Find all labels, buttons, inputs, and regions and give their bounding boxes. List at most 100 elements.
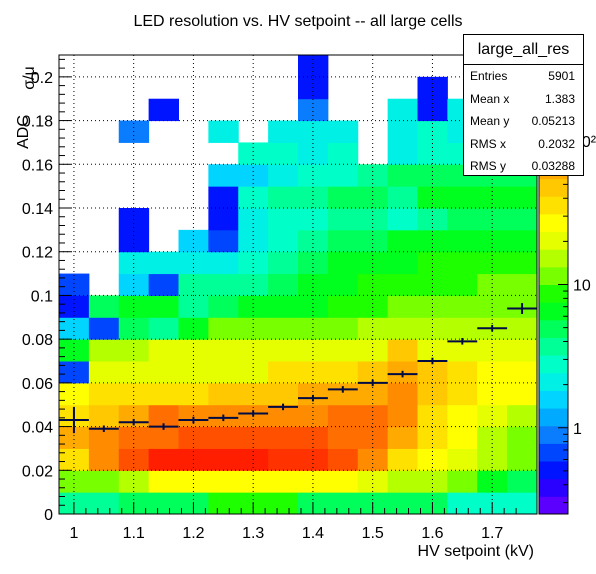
heatmap-cell — [387, 251, 418, 275]
heatmap-cell — [268, 186, 299, 209]
chart-title: LED resolution vs. HV setpoint -- all la… — [133, 13, 462, 30]
stats-row: RMS y 0.03288 — [464, 155, 583, 178]
y-tick-label: 0.06 — [22, 376, 53, 393]
y-tick-label: 0.08 — [22, 332, 53, 349]
heatmap-cell — [327, 339, 359, 362]
heatmap-cell — [268, 164, 299, 187]
heatmap-cell — [387, 98, 418, 122]
heatmap-cell — [298, 186, 329, 209]
heatmap-cell — [238, 273, 269, 296]
y-tick-label: 0.14 — [22, 201, 53, 218]
heatmap-cell — [507, 470, 538, 493]
heatmap-cell — [387, 295, 418, 318]
heatmap-cell — [327, 142, 359, 165]
heatmap-cell — [477, 251, 508, 275]
heatmap-cell — [59, 470, 90, 493]
plot-frame — [58, 54, 538, 515]
stats-row: Entries 5901 — [464, 65, 583, 88]
colorbar-segment — [539, 496, 568, 515]
heatmap-cell — [477, 339, 508, 362]
heatmap-cell — [387, 339, 418, 362]
heatmap-cell — [268, 339, 299, 362]
stats-value: 1.383 — [544, 91, 575, 106]
heatmap-cell — [148, 448, 179, 471]
colorbar-segment — [539, 178, 568, 197]
heatmap-cell — [148, 317, 179, 340]
heatmap-cell — [298, 317, 329, 340]
heatmap-cell — [357, 317, 389, 340]
heatmap-cell — [417, 295, 448, 318]
heatmap-cell — [298, 295, 329, 318]
heatmap-cell — [148, 426, 179, 449]
heatmap-cell — [387, 186, 418, 209]
heatmap-cell — [507, 404, 538, 428]
heatmap-cell — [417, 273, 448, 296]
heatmap-cell — [298, 229, 329, 253]
heatmap-cell — [327, 317, 359, 340]
x-tick-label: 1 — [69, 525, 78, 542]
heatmap-cell — [327, 273, 359, 296]
heatmap-cell — [59, 339, 90, 362]
heatmap-cell — [268, 492, 299, 515]
heatmap-cell — [148, 98, 179, 122]
stats-name: large_all_res — [464, 35, 583, 65]
heatmap-cell — [298, 273, 329, 296]
x-tick-label: 1.1 — [123, 525, 145, 542]
heatmap-cell — [268, 273, 299, 296]
heatmap-cell — [208, 120, 239, 143]
colorbar-segment — [539, 461, 568, 480]
heatmap-cell — [327, 295, 359, 318]
y-tick-label: 0.18 — [22, 114, 53, 131]
heatmap-cell — [238, 382, 269, 406]
heatmap-cell — [268, 470, 299, 493]
colorbar-tick-label: 1 — [573, 421, 582, 438]
heatmap-cell — [88, 295, 120, 318]
heatmap-cell — [268, 404, 299, 428]
heatmap-cell — [447, 382, 478, 406]
heatmap-cell — [88, 317, 120, 340]
heatmap-cell — [507, 361, 538, 384]
heatmap-cell — [208, 426, 239, 449]
heatmap-cell — [298, 382, 329, 406]
heatmap-cell — [447, 426, 478, 449]
stats-row: Mean y 0.05213 — [464, 110, 583, 133]
heatmap-cell — [178, 361, 209, 384]
x-tick-label: 1.3 — [242, 525, 264, 542]
heatmap-cell — [507, 448, 538, 471]
heatmap-cell — [327, 186, 359, 209]
heatmap-cell — [477, 382, 508, 406]
heatmap-cell — [477, 186, 508, 209]
colorbar-segment — [539, 284, 568, 303]
heatmap-cell — [238, 229, 269, 253]
y-tick-label: 0.12 — [22, 245, 53, 262]
heatmap-cell — [357, 251, 389, 275]
heatmap-cell — [148, 492, 179, 515]
heatmap-cell — [417, 142, 448, 165]
heatmap-cell — [238, 470, 269, 493]
heatmap-cell — [208, 448, 239, 471]
heatmap-cell — [59, 426, 90, 449]
x-tick-label: 1.7 — [481, 525, 503, 542]
x-tick-label: 1.6 — [421, 525, 443, 542]
heatmap-cell — [59, 361, 90, 384]
heatmap-cell — [507, 273, 538, 296]
colorbar-segment — [539, 337, 568, 356]
heatmap-cell — [327, 251, 359, 275]
heatmap-cell — [447, 470, 478, 493]
heatmap-cell — [477, 361, 508, 384]
heatmap-cell — [88, 492, 120, 515]
stats-label: RMS y — [470, 159, 506, 173]
heatmap-cell — [208, 295, 239, 318]
heatmap-cell — [178, 426, 209, 449]
heatmap-cell — [387, 142, 418, 165]
heatmap-cell — [88, 382, 120, 406]
heatmap-cell — [148, 404, 179, 428]
heatmap-cell — [88, 361, 120, 384]
heatmap-cell — [208, 229, 239, 253]
heatmap-cell — [118, 426, 150, 449]
heatmap-cell — [178, 339, 209, 362]
heatmap-cell — [208, 317, 239, 340]
heatmap-cell — [118, 273, 150, 296]
heatmap-cell — [447, 492, 478, 515]
heatmap-cell — [118, 382, 150, 406]
